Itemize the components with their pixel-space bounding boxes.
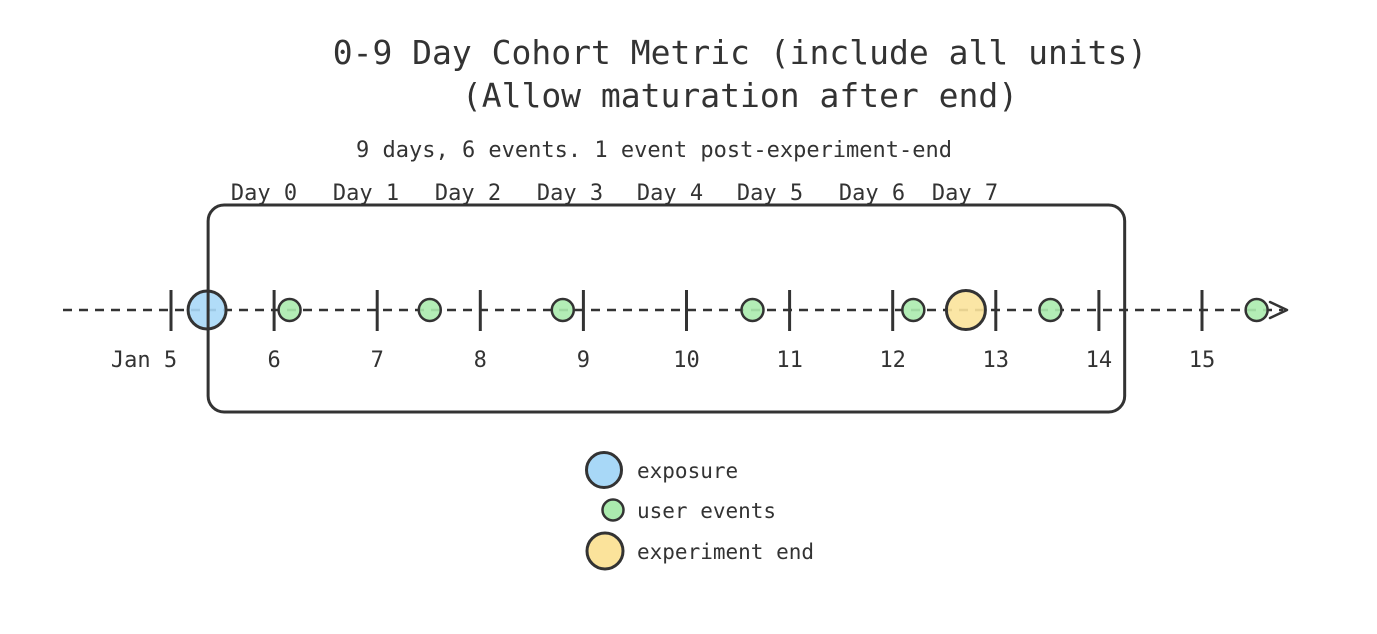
experiment-end-marker-icon bbox=[585, 531, 625, 571]
day-label: Day 1 bbox=[333, 181, 399, 206]
tick-label: 15 bbox=[1189, 348, 1216, 373]
tick-label: 9 bbox=[577, 348, 590, 373]
event-user-event-marker bbox=[901, 297, 926, 323]
tick-label: 13 bbox=[983, 348, 1010, 373]
day-label: Day 4 bbox=[637, 181, 703, 206]
tick-labels: Jan 5 6 7 8 9 10 11 12 13 14 15 bbox=[111, 348, 1215, 373]
event-experiment-end-marker bbox=[944, 289, 987, 331]
measurement-window bbox=[206, 203, 1127, 414]
event-user-event-marker bbox=[1244, 297, 1269, 323]
legend-label-user-events: user events bbox=[637, 499, 776, 523]
tick-label: 6 bbox=[267, 348, 280, 373]
axis-arrowhead-icon bbox=[1268, 300, 1289, 320]
day-label: Day 5 bbox=[737, 181, 803, 206]
legend-label-experiment-end: experiment end bbox=[637, 540, 814, 564]
tick-label: Jan 5 bbox=[111, 348, 177, 373]
tick-label: 8 bbox=[474, 348, 487, 373]
event-user-event-marker bbox=[1038, 297, 1063, 323]
day-label: Day 7 bbox=[932, 181, 998, 206]
axis-ticks bbox=[169, 290, 1204, 331]
event-user-event-marker bbox=[550, 297, 576, 323]
legend-label-exposure: exposure bbox=[637, 459, 738, 483]
tick-label: 10 bbox=[673, 348, 700, 373]
event-markers bbox=[186, 289, 1269, 331]
event-user-event-marker bbox=[740, 297, 765, 323]
figure-title-line2: (Allow maturation after end) bbox=[462, 76, 1018, 115]
tick-label: 11 bbox=[776, 348, 803, 373]
event-user-event-marker bbox=[417, 297, 443, 323]
exposure-marker-icon bbox=[585, 451, 623, 489]
figure-subtitle: 9 days, 6 events. 1 event post-experimen… bbox=[356, 138, 952, 163]
day-label: Day 3 bbox=[537, 181, 603, 206]
day-label: Day 0 bbox=[231, 181, 297, 206]
day-labels: Day 0 Day 1 Day 2 Day 3 Day 4 Day 5 Day 6 Day 7 bbox=[231, 181, 998, 206]
tick-label: 14 bbox=[1086, 348, 1113, 373]
measurement-window-box bbox=[206, 203, 1127, 414]
event-user-event-marker bbox=[277, 297, 302, 323]
tick-label: 12 bbox=[879, 348, 906, 373]
day-label: Day 6 bbox=[839, 181, 905, 206]
figure-title-line1: 0-9 Day Cohort Metric (include all units… bbox=[333, 33, 1148, 72]
legend-item-user-events: user events bbox=[601, 498, 776, 523]
legend-item-experiment-end: experiment end bbox=[585, 531, 814, 571]
user-event-marker-icon bbox=[601, 498, 625, 522]
tick-label: 7 bbox=[371, 348, 384, 373]
day-label: Day 2 bbox=[435, 181, 501, 206]
legend-item-exposure: exposure bbox=[585, 451, 738, 489]
legend: exposure user events experiment end bbox=[585, 451, 814, 571]
